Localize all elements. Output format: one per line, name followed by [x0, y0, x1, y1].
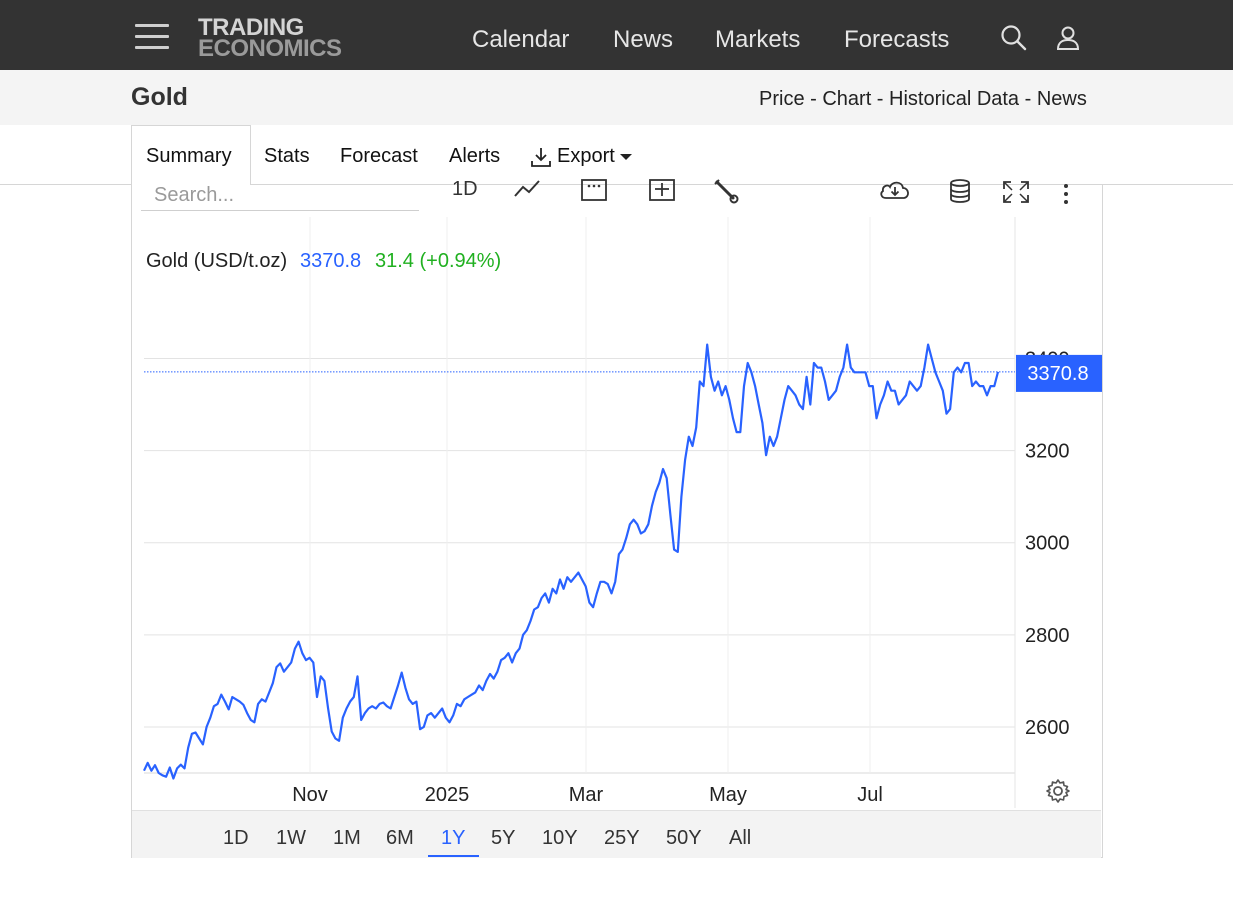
caret-down-icon	[619, 153, 632, 160]
range-all[interactable]: All	[729, 827, 752, 849]
range-10y[interactable]: 10Y	[542, 827, 578, 849]
last-price-badge-bg	[1016, 354, 1102, 392]
user-account-icon[interactable]	[1055, 24, 1081, 52]
x-tick-label: Nov	[292, 784, 328, 806]
tab-forecast[interactable]: Forecast	[340, 145, 418, 167]
more-vertical-icon[interactable]	[1060, 182, 1072, 206]
range-1w[interactable]: 1W	[276, 827, 306, 849]
tab-summary[interactable]: Summary	[146, 145, 232, 167]
legend-change: 31.4 (+0.94%)	[375, 250, 501, 272]
range-6m[interactable]: 6M	[386, 827, 414, 849]
gold-price-series-line	[143, 343, 1000, 780]
legend-series-name: Gold (USD/t.oz)	[146, 250, 287, 272]
top-navigation-bar	[0, 0, 1233, 70]
nav-forecasts[interactable]: Forecasts	[844, 26, 950, 53]
chart-search-input[interactable]	[141, 180, 419, 211]
fullscreen-icon[interactable]	[1002, 180, 1030, 204]
active-range-underline	[428, 855, 479, 857]
legend-price: 3370.8	[300, 250, 361, 272]
nav-news[interactable]: News	[613, 26, 674, 53]
y-tick-label: 3200	[1025, 441, 1070, 463]
last-price-badge: 3370.8	[1016, 354, 1102, 392]
tab-export[interactable]: Export	[530, 145, 633, 168]
search-icon[interactable]	[1000, 24, 1028, 52]
page-title: Gold	[131, 83, 188, 111]
nav-calendar[interactable]: Calendar	[472, 26, 570, 53]
x-tick-label: May	[709, 784, 747, 806]
trading-economics-logo[interactable]: TRADING ECONOMICS	[198, 14, 342, 62]
y-tick-label: 3000	[1025, 533, 1070, 555]
hamburger-menu-icon[interactable]	[135, 24, 169, 50]
x-tick-label: Jul	[857, 784, 883, 806]
range-50y[interactable]: 50Y	[666, 827, 702, 849]
logo-line-2: ECONOMICS	[198, 35, 342, 62]
line-style-icon[interactable]	[513, 178, 541, 200]
page-subnav-links[interactable]: Price - Chart - Historical Data - News	[759, 88, 1087, 110]
tab-stats[interactable]: Stats	[264, 145, 310, 167]
y-axis-labels: 26002800300032003400	[1025, 348, 1070, 739]
database-icon[interactable]	[948, 178, 972, 204]
range-1m[interactable]: 1M	[333, 827, 361, 849]
chart-settings-gear-icon[interactable]	[1045, 778, 1071, 804]
download-cloud-icon[interactable]	[878, 178, 912, 202]
range-1d[interactable]: 1D	[223, 827, 249, 849]
nav-markets[interactable]: Markets	[715, 26, 801, 53]
x-axis-labels: Nov 2025 Mar May Jul	[292, 784, 883, 806]
range-selector-bar	[132, 810, 1101, 858]
range-1y[interactable]: 1Y	[441, 827, 466, 849]
tab-alerts[interactable]: Alerts	[449, 145, 501, 167]
x-tick-label: 2025	[425, 784, 470, 806]
range-5y[interactable]: 5Y	[491, 827, 516, 849]
download-icon	[531, 147, 551, 167]
page-subheader	[0, 70, 1233, 125]
logo-line-1: TRADING	[198, 14, 304, 41]
dotted-box-icon[interactable]	[580, 178, 608, 202]
chart-container	[131, 185, 1103, 858]
last-price-label: 3370.8	[1027, 363, 1088, 385]
interval-button[interactable]: 1D	[452, 178, 478, 200]
range-25y[interactable]: 25Y	[604, 827, 640, 849]
chart-gridlines	[144, 217, 1015, 774]
y-tick-label: 2800	[1025, 625, 1070, 647]
export-label: Export	[557, 145, 615, 167]
draw-tool-icon[interactable]	[713, 178, 741, 204]
tab-active-outline	[131, 125, 251, 186]
x-tick-label: Mar	[569, 784, 604, 806]
add-indicator-icon[interactable]	[648, 178, 676, 202]
y-tick-label: 2600	[1025, 717, 1070, 739]
